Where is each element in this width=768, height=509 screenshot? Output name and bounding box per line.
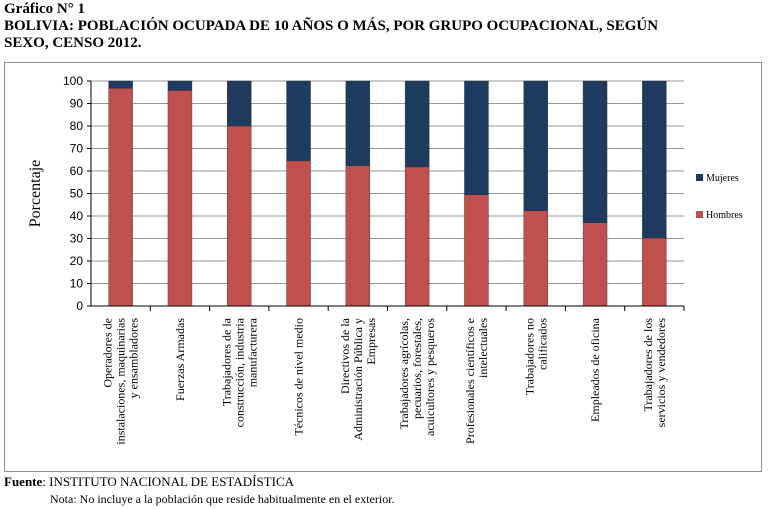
figure-label: Gráfico N° 1 bbox=[4, 1, 85, 17]
x-category-label: Operadores deinstalaciones, maquinariasy… bbox=[101, 318, 141, 445]
x-category-label: Profesionales científicos eintelectuales bbox=[463, 318, 490, 444]
bar-hombres bbox=[167, 90, 193, 307]
chart-title-line-1: BOLIVIA: POBLACIÓN OCUPADA DE 10 AÑOS O … bbox=[4, 18, 659, 34]
y-tick-label: 70 bbox=[70, 142, 84, 156]
x-category-label: Trabajadores de losservicios y vendedore… bbox=[641, 318, 668, 428]
bar-hombres bbox=[523, 210, 548, 307]
legend-swatch-mujeres bbox=[696, 174, 703, 181]
legend-label-mujeres: Mujeres bbox=[706, 173, 739, 184]
x-category-label: Trabajadores de laconstrucción, industri… bbox=[219, 317, 259, 427]
y-axis-label: Porcentaje bbox=[27, 160, 44, 228]
bar-hombres bbox=[464, 194, 489, 307]
y-tick-label: 10 bbox=[70, 277, 84, 291]
bar-hombres bbox=[286, 160, 311, 307]
x-category-label: Trabajadores agrícolas,pecuarios, forest… bbox=[397, 318, 437, 436]
bar-mujeres bbox=[582, 80, 608, 223]
source-text: : INSTITUTO NACIONAL DE ESTADÍSTICA bbox=[42, 474, 294, 489]
y-tick-label: 20 bbox=[70, 254, 84, 268]
y-tick-label: 0 bbox=[76, 299, 83, 313]
chart-header: Gráfico N° 1 BOLIVIA: POBLACIÓN OCUPADA … bbox=[4, 1, 764, 52]
bar-hombres bbox=[345, 165, 371, 307]
bar-mujeres bbox=[404, 80, 430, 168]
x-category-label: Fuerzas Armadas bbox=[173, 318, 187, 401]
y-tick-label: 60 bbox=[70, 164, 84, 178]
bar-mujeres bbox=[642, 80, 667, 239]
x-category-label: Empleados de oficina bbox=[588, 317, 602, 422]
x-category-label: Directivos de laAdministración Pública y… bbox=[338, 317, 378, 440]
legend-label-hombres: Hombres bbox=[706, 210, 743, 221]
chart-title-line-2: SEXO, CENSO 2012. bbox=[4, 35, 142, 51]
y-tick-label: 50 bbox=[70, 187, 84, 201]
bar-hombres bbox=[642, 237, 667, 307]
bar-mujeres bbox=[523, 80, 548, 212]
bar-mujeres bbox=[286, 80, 311, 162]
x-category-label: Técnicos de nivel medio bbox=[292, 318, 306, 436]
chart-frame bbox=[4, 62, 762, 472]
bar-hombres bbox=[582, 222, 608, 307]
y-tick-label: 80 bbox=[70, 119, 84, 133]
bar-mujeres bbox=[345, 80, 371, 167]
y-tick-label: 30 bbox=[70, 232, 84, 246]
footer-note: Nota: No incluye a la población que resi… bbox=[50, 492, 395, 506]
source-line: Fuente: INSTITUTO NACIONAL DE ESTADÍSTIC… bbox=[4, 474, 294, 490]
bar-mujeres bbox=[108, 80, 133, 89]
bar-hombres bbox=[227, 125, 252, 307]
x-category-label: Trabajadores nocalificados bbox=[522, 318, 549, 396]
legend-swatch-hombres bbox=[696, 211, 703, 218]
bar-hombres bbox=[404, 166, 430, 307]
source-label: Fuente bbox=[4, 474, 43, 489]
y-tick-label: 40 bbox=[70, 209, 84, 223]
bar-hombres bbox=[108, 87, 133, 307]
bar-mujeres bbox=[227, 80, 252, 127]
y-tick-label: 90 bbox=[70, 97, 84, 111]
bar-mujeres bbox=[167, 80, 193, 91]
y-tick-label: 100 bbox=[63, 74, 83, 88]
bar-mujeres bbox=[464, 80, 489, 195]
